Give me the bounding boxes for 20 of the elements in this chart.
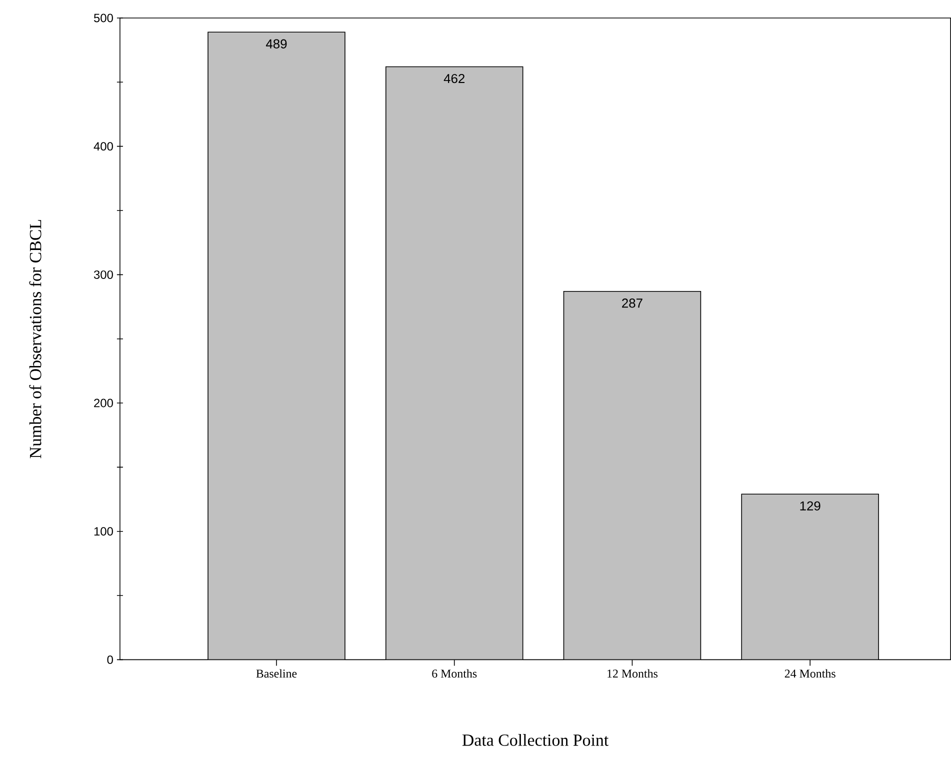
data-label: 489 [266, 39, 287, 49]
x-tick-label: Baseline [256, 669, 297, 678]
data-label: 462 [444, 74, 464, 84]
bar [563, 291, 702, 660]
y-tick-label: 500 [94, 14, 113, 22]
y-tick-label: 200 [94, 398, 113, 408]
bar [386, 66, 523, 660]
y-tick-label: 0 [107, 656, 113, 664]
y-tick-label: 300 [94, 270, 113, 280]
x-axis-title: Data Collection Point [462, 734, 609, 746]
data-label: 287 [622, 298, 642, 308]
y-tick-label: 400 [94, 142, 113, 151]
x-tick-label: 6 Months [432, 669, 477, 678]
y-axis-title: Number of Observations for CBCL [29, 220, 42, 458]
bar [741, 494, 879, 660]
data-label: 129 [800, 502, 820, 511]
bar [208, 32, 346, 660]
x-tick-label: 24 Months [784, 669, 836, 678]
x-tick-label: 12 Months [608, 669, 658, 678]
y-tick-label: 100 [94, 527, 113, 536]
